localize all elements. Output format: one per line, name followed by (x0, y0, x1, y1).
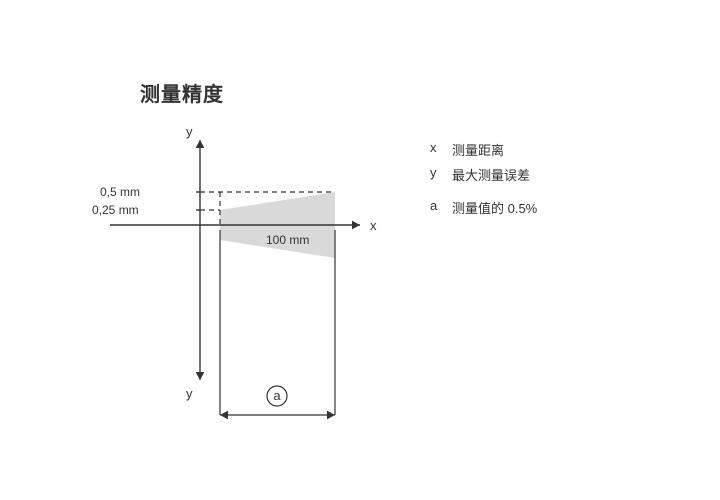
dim-arrow-left-icon (220, 411, 228, 420)
dim-arrow-right-icon (327, 411, 335, 420)
legend: x 测量距离 y 最大测量误差 a 测量值的 0.5% (430, 140, 537, 223)
accuracy-diagram: xyy0,5 mm0,25 mm100 mma (90, 130, 410, 450)
y-axis-arrow-top-icon (196, 140, 205, 148)
page-title: 测量精度 (140, 78, 224, 107)
dim-label-a: a (273, 388, 281, 403)
y-axis-label-top: y (186, 124, 193, 139)
x-axis-label: x (370, 218, 377, 233)
tick-label-0-5mm: 0,5 mm (100, 185, 140, 199)
legend-row-a: a 测量值的 0.5% (430, 198, 537, 217)
legend-key-x: x (430, 140, 452, 159)
legend-key-a: a (430, 198, 452, 217)
legend-row-y: y 最大测量误差 (430, 165, 537, 184)
y-axis-arrow-bottom-icon (196, 372, 205, 380)
legend-desc-x: 测量距离 (452, 140, 504, 159)
legend-desc-a: 测量值的 0.5% (452, 198, 537, 217)
tick-label-100mm: 100 mm (266, 233, 309, 247)
tick-label-0-25mm: 0,25 mm (92, 203, 139, 217)
x-axis-arrow-icon (352, 221, 360, 230)
legend-row-x: x 测量距离 (430, 140, 537, 159)
legend-desc-y: 最大测量误差 (452, 165, 530, 184)
y-axis-label-bottom: y (186, 386, 193, 401)
legend-key-y: y (430, 165, 452, 184)
